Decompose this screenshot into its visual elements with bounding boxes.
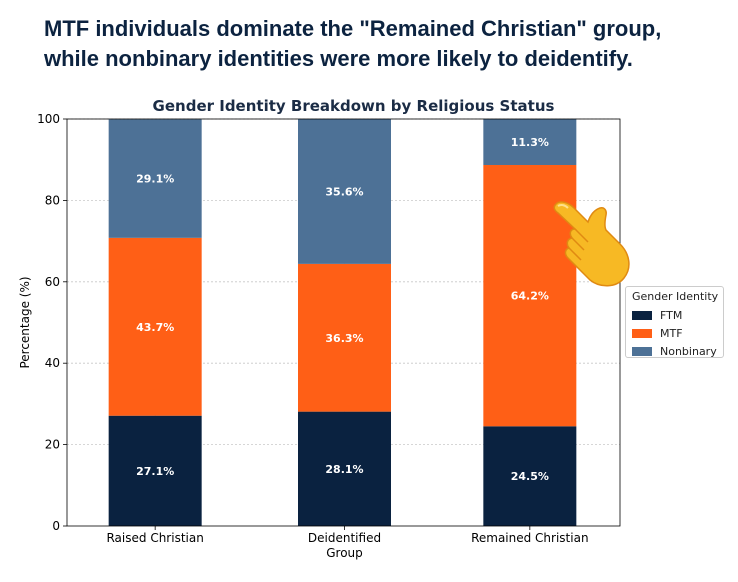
data-label: 43.7%	[136, 321, 174, 334]
chart-title: Gender Identity Breakdown by Religious S…	[153, 97, 555, 115]
x-tick-label: Raised Christian	[106, 531, 203, 545]
x-axis-label: Group	[326, 546, 363, 560]
data-label: 27.1%	[136, 465, 174, 478]
bar-mtf-1	[298, 263, 391, 412]
legend-label-nonbinary: Nonbinary	[660, 344, 717, 358]
legend-swatch-nonbinary	[632, 346, 652, 356]
headline-line-2: while nonbinary identities were more lik…	[44, 46, 633, 71]
y-tick-label: 80	[45, 193, 60, 207]
x-tick-label: Remained Christian	[471, 531, 588, 545]
data-label: 29.1%	[136, 173, 174, 186]
legend-label-ftm: FTM	[660, 308, 683, 322]
legend-label-mtf: MTF	[660, 326, 683, 340]
y-axis-label: Percentage (%)	[18, 276, 32, 368]
legend-swatch-mtf	[632, 328, 652, 338]
data-label: 64.2%	[511, 290, 549, 303]
x-tick-label: Deidentified	[308, 531, 381, 545]
y-tick-label: 20	[45, 438, 60, 452]
data-label: 24.5%	[511, 470, 549, 483]
bar-ftm-0	[108, 415, 202, 526]
bar-mtf-0	[108, 237, 202, 416]
bar-ftm-1	[298, 411, 391, 526]
data-label: 36.3%	[325, 332, 363, 345]
y-tick-label: 100	[37, 112, 60, 126]
headline: MTF individuals dominate the "Remained C…	[44, 14, 724, 74]
bar-nonbinary-1	[298, 119, 391, 264]
bar-ftm-2	[483, 426, 577, 526]
bar-nonbinary-0	[108, 119, 202, 238]
y-tick-label: 60	[45, 275, 60, 289]
legend: Gender Identity FTM MTF Nonbinary	[625, 286, 724, 358]
y-tick-label: 0	[52, 519, 60, 533]
headline-line-1: MTF individuals dominate the "Remained C…	[44, 16, 662, 41]
data-label: 11.3%	[511, 136, 549, 149]
data-label: 35.6%	[325, 185, 363, 198]
legend-swatch-ftm	[632, 310, 652, 320]
pointing-hand-icon	[553, 201, 630, 287]
legend-title: Gender Identity	[632, 290, 719, 303]
bar-nonbinary-2	[483, 119, 577, 165]
legend-item-mtf: MTF	[632, 324, 717, 342]
plot-frame	[66, 118, 621, 527]
legend-item-ftm: FTM	[632, 306, 717, 324]
legend-item-nonbinary: Nonbinary	[632, 342, 717, 360]
y-tick-label: 40	[45, 356, 60, 370]
data-label: 28.1%	[325, 463, 363, 476]
